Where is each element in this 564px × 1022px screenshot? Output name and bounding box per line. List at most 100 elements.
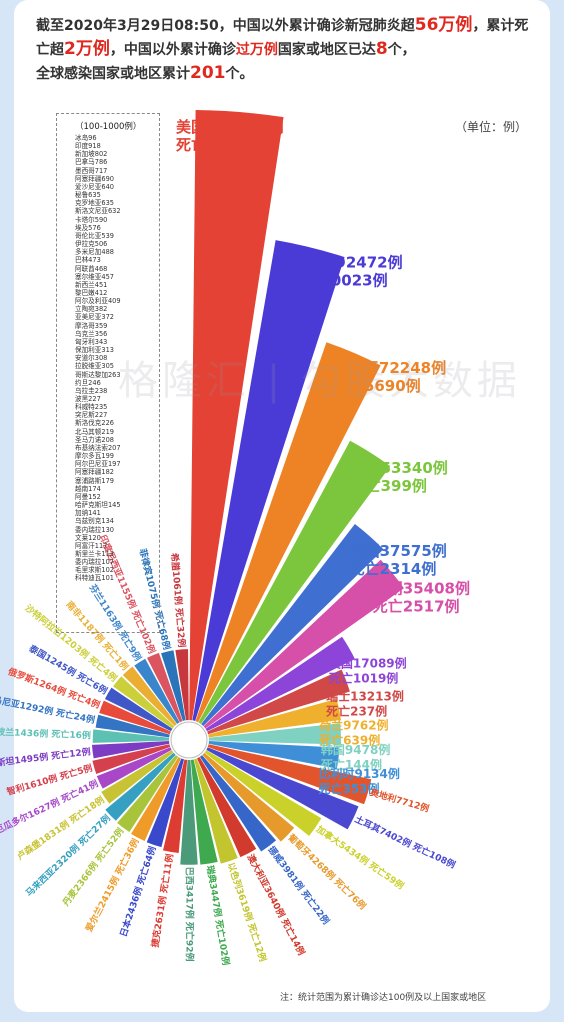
petal-label-捷克: 捷克2631例 死亡11例	[149, 853, 176, 948]
rose-petal-加拿大	[204, 750, 322, 836]
rose-petal-巴西	[180, 759, 198, 865]
petal-label-西班牙: 西班牙72248例死亡5690例	[334, 359, 446, 395]
petal-label-伊朗: 伊朗35408例死亡2517例	[372, 580, 470, 616]
small-country-item: 爱沙尼亚640	[75, 182, 114, 191]
rose-petal-美国	[189, 110, 284, 721]
rose-petal-卢森堡	[101, 750, 174, 804]
headline: 截至2020年3月29日08:50，中国以外累计确诊新冠肺炎超56万例，累计死亡…	[36, 14, 536, 86]
small-country-item: 阿富汗117	[75, 541, 108, 550]
rose-petal-芬兰	[134, 658, 180, 724]
small-country-item: 阿尔及利亚409	[75, 297, 121, 306]
small-country-item: 阿联酋468	[75, 264, 108, 273]
country-total: 201	[190, 63, 226, 83]
rose-petal-马来西亚	[105, 752, 176, 821]
small-country-item: 多米尼加488	[75, 248, 114, 257]
rose-petal-日本	[146, 758, 185, 848]
small-country-item: 斯里兰卡113	[75, 549, 114, 558]
petal-label-葡萄牙: 葡萄牙4268例 死亡76例	[285, 831, 369, 912]
petal-label-希腊: 希腊1061例 死亡32例	[168, 552, 188, 647]
small-country-item: 新加坡802	[75, 150, 108, 159]
rose-petal-巴基斯坦	[92, 741, 170, 759]
headline-mid1: ，累计死亡超	[36, 18, 529, 58]
rose-petal-比利时	[208, 741, 340, 769]
small-country-item: 阿曼152	[75, 492, 101, 501]
small-country-item: 新西兰451	[75, 280, 108, 289]
small-country-item: 乌拉圭238	[75, 386, 108, 395]
small-country-item: 委内瑞拉107	[75, 558, 114, 567]
small-countries-list: 冰岛96 印度918 新加坡802 巴拿马786 墨西哥717 阿塞拜疆690 爱沙尼亚64…	[75, 134, 159, 583]
petal-label-奥地利: 奥地利7712例	[368, 786, 431, 815]
small-country-item: 北马其顿219	[75, 427, 114, 436]
rose-petal-葡萄牙	[202, 752, 295, 842]
small-country-item: 摩尔多瓦199	[75, 452, 114, 461]
petal-label-英国: 英国17089例死亡1019例	[329, 656, 407, 686]
rose-petal-以色列	[193, 758, 238, 864]
small-country-item: 匈牙利343	[75, 337, 108, 346]
small-country-item: 秘鲁635	[75, 191, 101, 200]
over-10k-count: 8	[375, 39, 388, 59]
small-country-item: 毛里求斯102	[75, 566, 114, 575]
small-country-item: 摩洛哥359	[75, 321, 108, 330]
headline-prefix: 截至2020年3月29日08:50，中国以外累计确诊新冠肺炎超	[36, 18, 415, 34]
small-country-item: 约旦246	[75, 378, 101, 387]
rose-petal-法国	[201, 524, 384, 726]
small-country-item: 塞浦路斯179	[75, 476, 114, 485]
small-country-item: 斯洛文尼亚632	[75, 207, 121, 216]
small-country-item: 加纳141	[75, 509, 101, 518]
rose-petal-荷兰	[208, 698, 341, 738]
small-country-item: 墨西哥717	[75, 166, 108, 175]
rose-petal-澳大利亚	[197, 757, 257, 858]
small-country-item: 委内瑞拉130	[75, 525, 114, 534]
small-country-item: 阿塞拜疆690	[75, 174, 114, 183]
small-country-item: 亚美尼亚372	[75, 313, 114, 322]
small-country-item: 塞尔维亚457	[75, 272, 114, 281]
rose-petal-土耳其	[206, 747, 359, 830]
small-country-item: 伊拉克506	[75, 240, 108, 249]
rose-petal-希腊	[175, 649, 189, 721]
headline-mid3: 国家或地区已达	[277, 42, 376, 58]
headline-mid2: ，中国以外累计确诊	[109, 42, 236, 58]
rose-petal-印度尼西亚	[146, 652, 183, 723]
petal-label-巴西: 巴西3417例 死亡92例	[184, 867, 196, 962]
small-country-item: 黎巴嫩412	[75, 288, 108, 297]
rose-petal-菲律宾	[161, 650, 186, 721]
unit-label: （单位：例）	[455, 120, 528, 134]
rose-petal-沙特阿拉伯	[113, 676, 175, 729]
petal-label-德国: 德国53340例死亡399例	[351, 459, 448, 495]
small-country-item: 巴林473	[75, 256, 101, 265]
rose-petal-德国	[198, 440, 391, 724]
rose-petal-西班牙	[195, 342, 381, 723]
chart-center	[170, 721, 208, 759]
rose-petal-挪威	[199, 755, 277, 852]
petal-label-波兰: 波兰1436例 死亡16例	[0, 726, 91, 742]
rose-petal-意大利	[192, 240, 345, 721]
small-country-item: 安道尔308	[75, 354, 108, 363]
headline-line3-prefix: 全球感染国家或地区累计	[36, 66, 190, 82]
rose-petal-丹麦	[117, 755, 179, 833]
small-country-item: 哈萨克斯坦145	[75, 501, 121, 510]
small-country-item: 保加利亚313	[75, 346, 114, 355]
headline-mid4: 个，	[387, 42, 416, 58]
petal-label-美国: 美国121117例死亡2010例	[176, 118, 284, 154]
rose-petal-伊朗	[203, 559, 404, 729]
small-country-item: 突尼斯227	[75, 411, 108, 420]
small-country-item: 哥伦比亚539	[75, 231, 114, 240]
small-country-item: 越南174	[75, 484, 101, 493]
rose-petal-捷克	[163, 759, 188, 853]
rose-petal-波兰	[92, 729, 170, 743]
small-country-item: 布基纳法索207	[75, 443, 121, 452]
rose-petal-智利	[92, 744, 171, 775]
small-country-item: 圣马力诺208	[75, 435, 114, 444]
small-country-item: 阿尔巴尼亚197	[75, 460, 121, 469]
small-country-item: 科特迪瓦101	[75, 574, 114, 583]
small-country-item: 乌克兰356	[75, 329, 108, 338]
headline-line3-suffix: 个。	[225, 66, 254, 82]
rose-petal-瑞士	[207, 669, 350, 735]
rose-petal-英国	[205, 636, 355, 732]
rose-petal-罗马尼亚	[95, 714, 170, 738]
rose-petal-韩国	[208, 723, 342, 745]
rose-petal-奥地利	[207, 744, 372, 805]
small-country-item: 拉脱维亚305	[75, 362, 114, 371]
over-10k-label: 过万例	[235, 42, 278, 58]
